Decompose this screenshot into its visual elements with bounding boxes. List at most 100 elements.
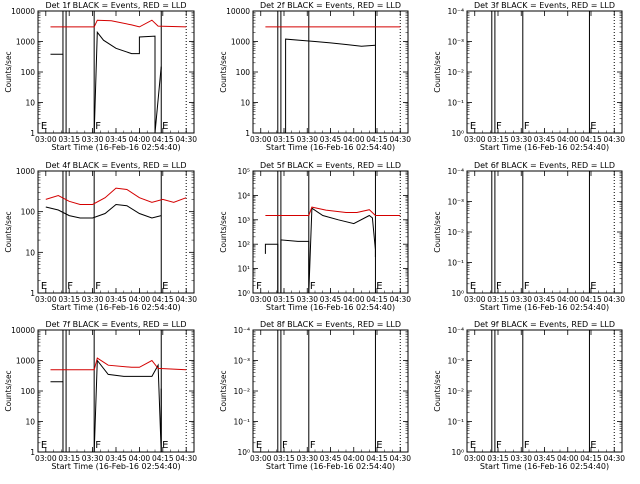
x-tick-label: 04:00 — [557, 295, 579, 304]
events-series-line — [285, 38, 376, 133]
x-tick-label: 03:30 — [296, 135, 318, 144]
x-tick-label: 03:15 — [487, 454, 509, 463]
y-axis-label: Counts/sec — [4, 51, 13, 92]
lld-series-line — [50, 19, 187, 28]
x-tick-label: 03:15 — [487, 135, 509, 144]
x-tick-label: 04:30 — [389, 135, 411, 144]
y-tick-label: 10⁻⁴ — [447, 7, 464, 16]
x-tick-label: 04:00 — [557, 135, 579, 144]
y-tick-label: 10⁻³ — [447, 357, 464, 366]
events-series-line — [50, 359, 162, 453]
y-axis-label: Counts/sec — [219, 370, 228, 411]
x-tick-label: 04:00 — [129, 295, 151, 304]
x-tick-label: 03:45 — [320, 454, 342, 463]
x-axis-label: Start Time (16-Feb-16 02:54:40) — [480, 143, 609, 152]
marker-letter-bottom: F — [256, 281, 262, 292]
y-axis-label: Counts/sec — [219, 211, 228, 252]
y-axis-label: Counts/sec — [433, 370, 442, 411]
x-tick-label: 03:30 — [510, 135, 532, 144]
marker-letter-bottom: E — [162, 121, 168, 132]
events-series-line — [264, 207, 376, 294]
x-tick-label: 04:30 — [389, 454, 411, 463]
chart-title: Det 4f BLACK = Events, RED = LLD — [45, 161, 186, 170]
marker-letter-bottom: E — [41, 281, 47, 292]
y-axis-label: Counts/sec — [433, 211, 442, 252]
marker-letter-bottom: E — [590, 440, 596, 451]
x-tick-label: 03:30 — [510, 454, 532, 463]
x-axis-label: Start Time (16-Feb-16 02:54:40) — [480, 462, 609, 471]
marker-letter-bottom: E — [470, 121, 476, 132]
plot-frame — [252, 10, 409, 134]
x-axis-label: Start Time (16-Feb-16 02:54:40) — [266, 143, 395, 152]
marker-letter-bottom: F — [310, 281, 316, 292]
x-tick-label: 03:45 — [534, 295, 556, 304]
plot-frame — [37, 10, 195, 134]
x-tick-label: 03:15 — [58, 135, 80, 144]
marker-letter-bottom: E — [162, 281, 168, 292]
x-tick-label: 03:00 — [35, 135, 57, 144]
x-tick-label: 04:00 — [343, 135, 365, 144]
y-tick-label: 10³ — [237, 216, 250, 225]
y-axis-label: Counts/sec — [4, 370, 13, 411]
y-tick-label: 1000 — [16, 167, 35, 176]
y-tick-label: 10⁻³ — [447, 38, 464, 47]
y-tick-label: 10⁰ — [237, 448, 250, 457]
events-series-line — [50, 30, 162, 134]
x-axis-label: Start Time (16-Feb-16 02:54:40) — [51, 143, 180, 152]
x-axis-label: Start Time (16-Feb-16 02:54:40) — [51, 303, 180, 312]
y-tick-label: 1000 — [16, 357, 35, 366]
chart-title: Det 3f BLACK = Events, RED = LLD — [474, 1, 615, 10]
x-tick-label: 04:00 — [343, 454, 365, 463]
x-tick-label: 03:00 — [464, 295, 486, 304]
chart-title: Det 8f BLACK = Events, RED = LLD — [260, 320, 401, 329]
x-tick-label: 03:45 — [320, 295, 342, 304]
y-tick-label: 10 — [25, 418, 35, 427]
marker-letter-bottom: F — [310, 440, 316, 451]
x-tick-label: 03:45 — [534, 135, 556, 144]
x-tick-label: 04:15 — [152, 135, 174, 144]
marker-letter-bottom: E — [41, 121, 47, 132]
x-tick-label: 04:15 — [366, 295, 388, 304]
y-tick-label: 10⁰ — [451, 289, 464, 298]
lld-series-line — [45, 187, 187, 205]
x-tick-label: 03:45 — [320, 135, 342, 144]
x-tick-label: 03:30 — [510, 295, 532, 304]
y-tick-label: 10⁻¹ — [447, 99, 464, 108]
marker-letter-bottom: F — [524, 440, 530, 451]
x-tick-label: 04:30 — [603, 135, 625, 144]
x-tick-label: 03:30 — [82, 295, 104, 304]
marker-letter-bottom: E — [376, 281, 382, 292]
marker-letter-bottom: F — [95, 121, 101, 132]
y-tick-label: 1 — [245, 129, 250, 138]
y-tick-label: 10⁻¹ — [447, 418, 464, 427]
marker-letter-bottom: F — [496, 440, 502, 451]
x-tick-label: 03:30 — [296, 295, 318, 304]
x-tick-label: 04:15 — [580, 454, 602, 463]
chart-panel-9: Det 9f BLACK = Events, RED = LLD 10⁰ 10⁻¹ 1… — [433, 320, 625, 471]
x-tick-label: 04:30 — [389, 295, 411, 304]
y-tick-label: 10000 — [11, 7, 35, 16]
marker-letter-bottom: F — [496, 281, 502, 292]
y-tick-label: 1 — [30, 289, 35, 298]
x-tick-label: 04:30 — [175, 135, 197, 144]
chart-title: Det 6f BLACK = Events, RED = LLD — [474, 161, 615, 170]
y-axis-label: Counts/sec — [219, 51, 228, 92]
y-tick-label: 1000 — [16, 38, 35, 47]
plot-frame — [252, 329, 409, 453]
marker-letter-bottom: F — [95, 281, 101, 292]
chart-panel-6: Det 6f BLACK = Events, RED = LLD 10⁰ 10⁻¹ 1… — [433, 161, 625, 312]
x-tick-label: 04:15 — [152, 295, 174, 304]
marker-letter-bottom: E — [162, 440, 168, 451]
x-tick-label: 04:30 — [175, 295, 197, 304]
x-tick-label: 04:30 — [175, 454, 197, 463]
plot-frame — [252, 170, 409, 294]
x-tick-label: 03:30 — [296, 454, 318, 463]
x-tick-label: 04:15 — [366, 454, 388, 463]
y-axis-label: Counts/sec — [4, 211, 13, 252]
x-tick-label: 03:00 — [35, 295, 57, 304]
marker-letter-bottom: F — [67, 281, 73, 292]
marker-letter-bottom: E — [41, 440, 47, 451]
y-tick-label: 10² — [237, 240, 250, 249]
chart-panel-8: Det 8f BLACK = Events, RED = LLD 10⁰ 10⁻¹ 1… — [219, 320, 411, 471]
